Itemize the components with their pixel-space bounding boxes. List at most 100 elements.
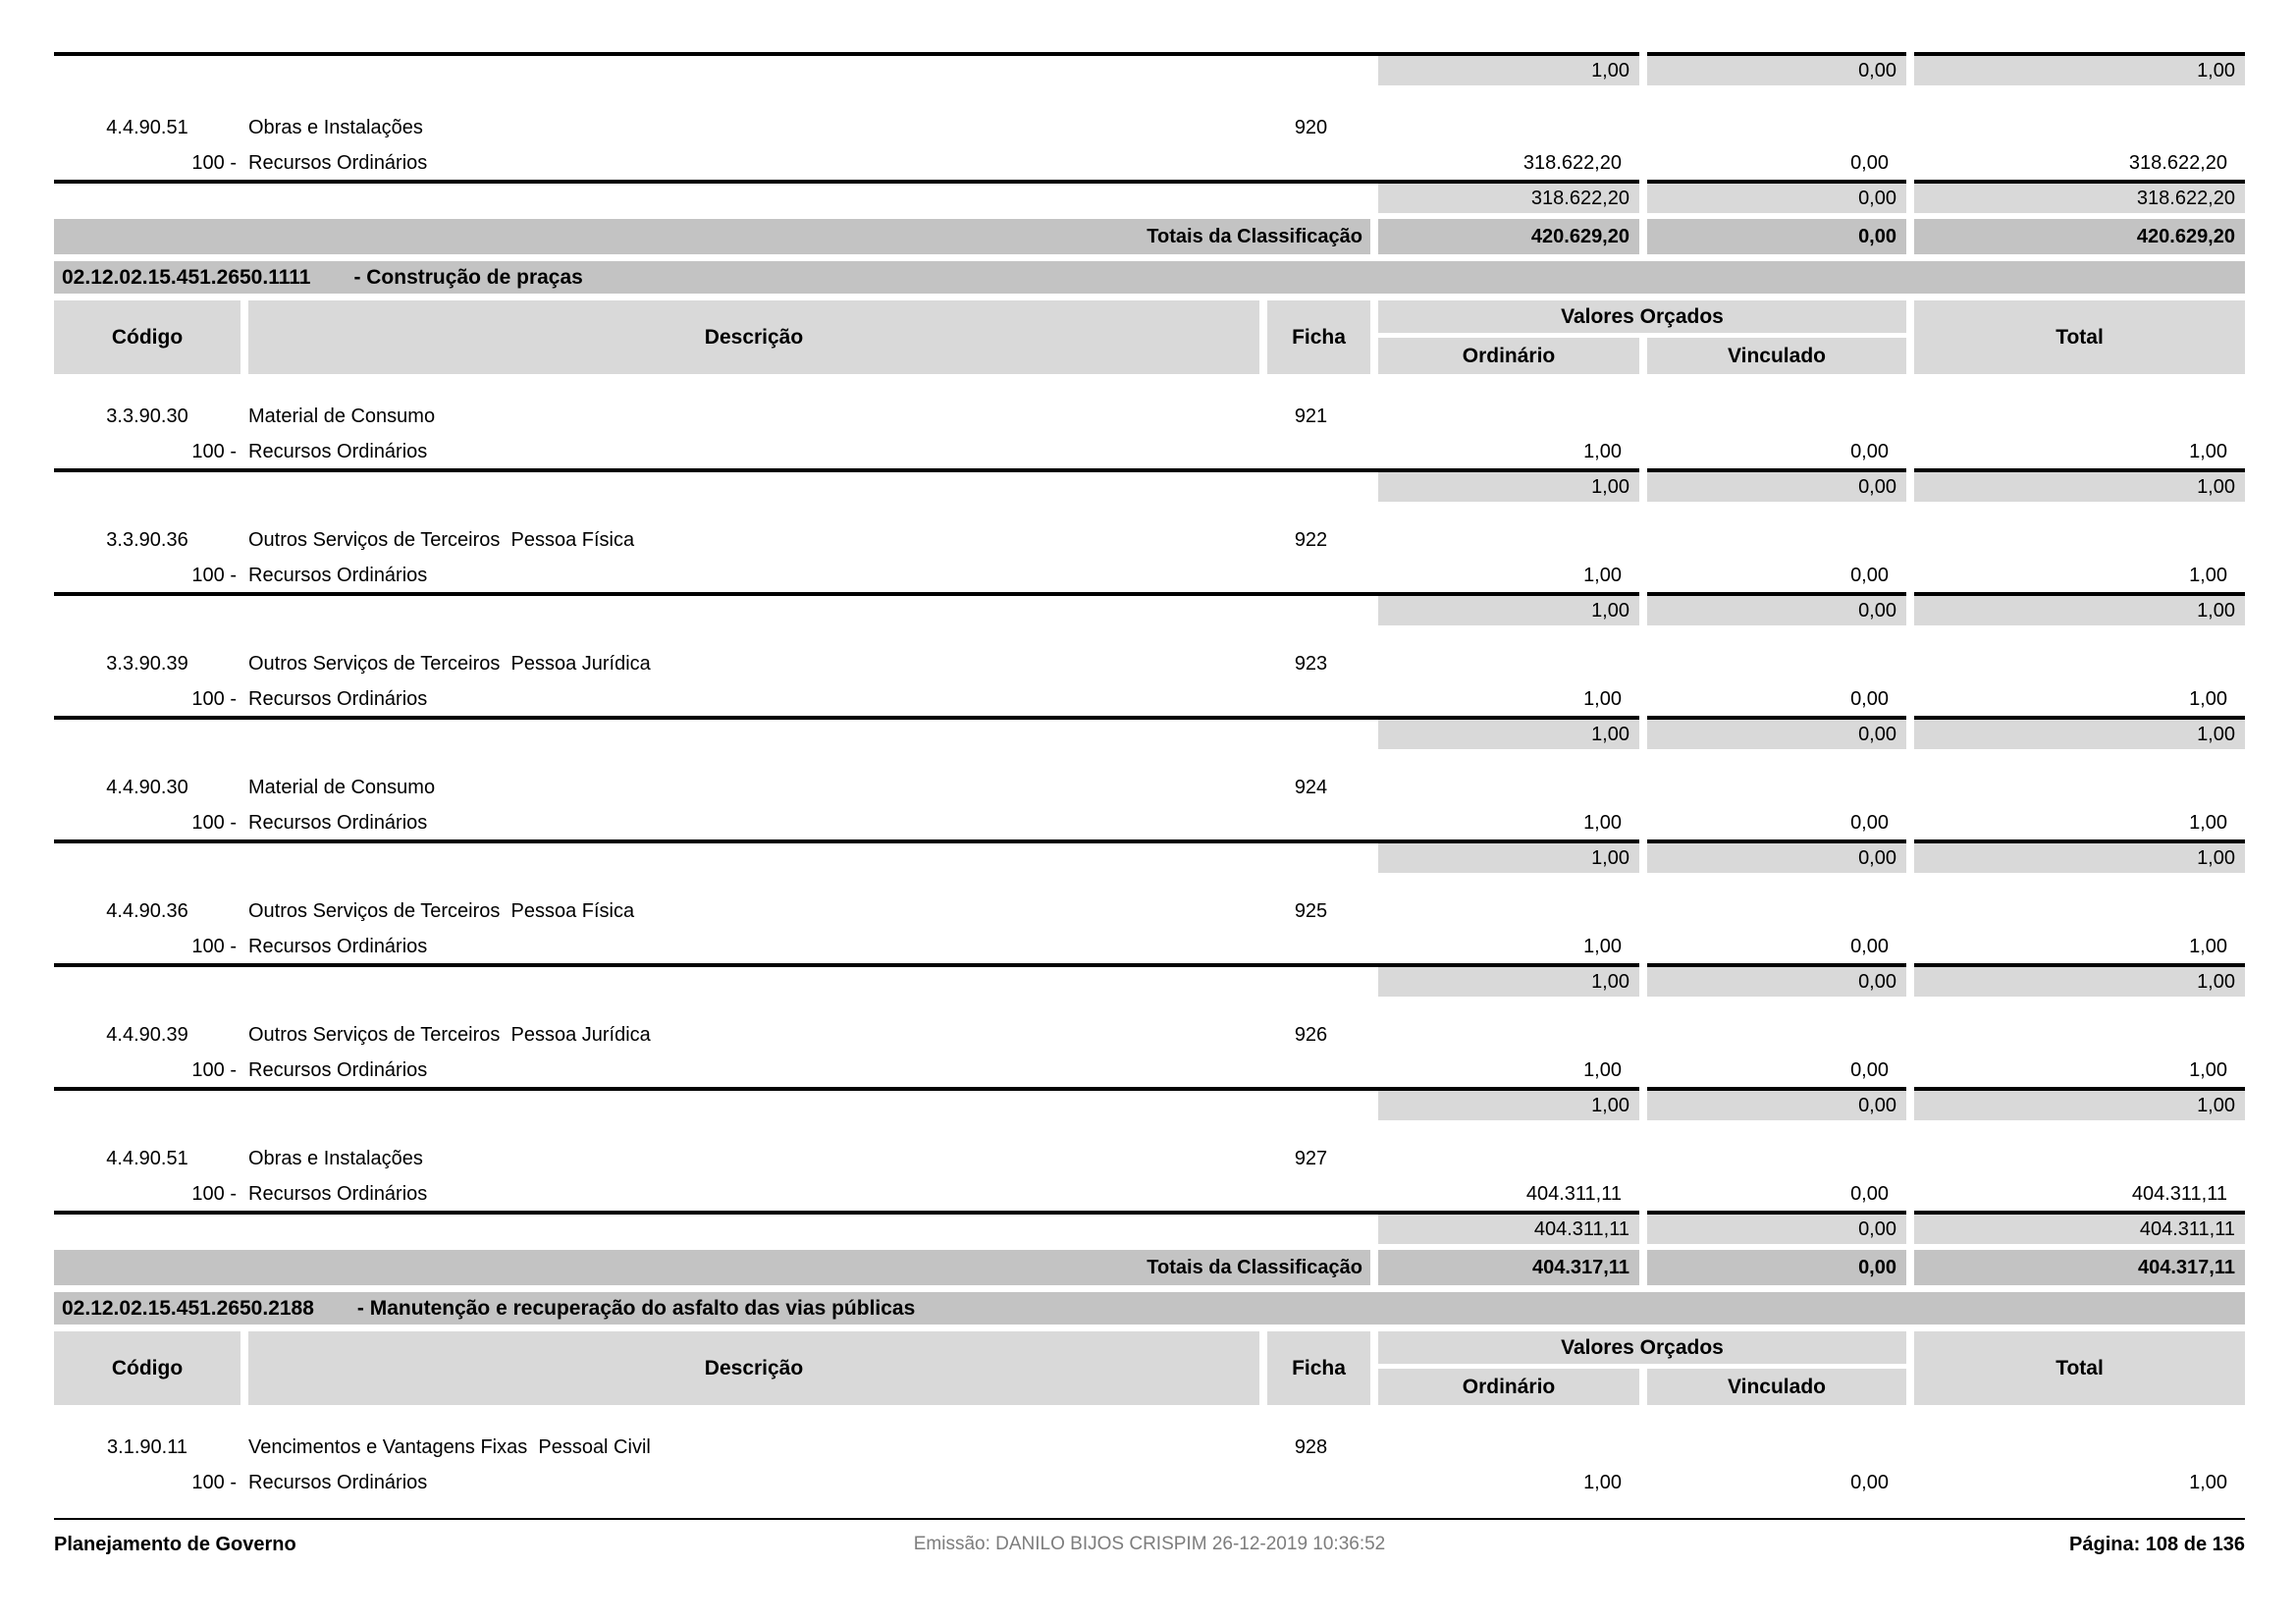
subtotal-vinculado: 0,00 bbox=[1647, 720, 1906, 749]
expense-code: 4.4.90.36 bbox=[106, 899, 188, 922]
section-header: 02.12.02.15.451.2650.1111 - Construção d… bbox=[54, 261, 2245, 294]
column-subheaders: Ordinário Vinculado bbox=[1378, 338, 1906, 374]
value-total: 1,00 bbox=[2189, 811, 2227, 834]
value-total: 1,00 bbox=[2189, 564, 2227, 586]
expense-description: Outros Serviços de Terceiros Pessoa Físi… bbox=[248, 899, 635, 922]
resource-code: 100 - bbox=[191, 935, 237, 957]
spacer bbox=[1370, 1091, 1378, 1120]
value-ordinario: 1,00 bbox=[1583, 811, 1622, 834]
expense-block: 4.4.90.51 Obras e Instalações 927 100 - … bbox=[54, 1140, 2245, 1244]
resource-code: 100 - bbox=[191, 1058, 237, 1081]
subtotal-vinculado: 0,00 bbox=[1647, 56, 1906, 85]
resource-row: 100 - Recursos Ordinários 1,00 0,00 1,00 bbox=[54, 806, 2245, 839]
subtotal-total: 318.622,20 bbox=[1914, 184, 2245, 213]
ficha-number: 925 bbox=[1294, 899, 1328, 922]
value-ordinario: 318.622,20 bbox=[1522, 151, 1622, 174]
resource-name: Recursos Ordinários bbox=[248, 687, 428, 710]
classification-totals-label: Totais da Classificação bbox=[54, 1250, 1370, 1285]
value-total: 1,00 bbox=[2189, 440, 2227, 462]
ficha-number: 924 bbox=[1294, 776, 1328, 798]
spacer bbox=[1906, 1091, 1914, 1120]
line-segment bbox=[54, 592, 1639, 596]
spacer bbox=[1259, 300, 1267, 374]
subtotal-vinculado: 0,00 bbox=[1647, 1091, 1906, 1120]
spacer bbox=[1370, 1250, 1378, 1285]
spacer bbox=[54, 1091, 1370, 1120]
spacer bbox=[1906, 472, 1914, 502]
totals-ordinario: 404.317,11 bbox=[1378, 1250, 1639, 1285]
subtotal-row: 1,00 0,00 1,00 bbox=[54, 472, 2245, 502]
column-header-valores-orcados: Valores Orçados bbox=[1378, 300, 1906, 333]
separator-line bbox=[54, 468, 2245, 472]
expense-block: 4.4.90.39 Outros Serviços de Terceiros P… bbox=[54, 1016, 2245, 1120]
spacer bbox=[1639, 1369, 1647, 1405]
spacer bbox=[1639, 338, 1647, 374]
spacer bbox=[54, 472, 1370, 502]
line-segment bbox=[1647, 180, 1906, 184]
expense-description: Outros Serviços de Terceiros Pessoa Jurí… bbox=[248, 1023, 651, 1046]
spacer bbox=[1906, 300, 1914, 374]
column-header-codigo: Código bbox=[54, 300, 240, 374]
resource-name: Recursos Ordinários bbox=[248, 935, 428, 957]
totals-vinculado: 0,00 bbox=[1647, 1250, 1906, 1285]
subtotal-ordinario: 318.622,20 bbox=[1378, 184, 1639, 213]
value-ordinario: 1,00 bbox=[1583, 687, 1622, 710]
spacer bbox=[1639, 843, 1647, 873]
spacer bbox=[1906, 720, 1914, 749]
column-header-ficha: Ficha bbox=[1267, 1331, 1370, 1405]
spacer bbox=[1906, 56, 1914, 85]
resource-code: 100 - bbox=[191, 1471, 237, 1493]
ficha-number: 926 bbox=[1294, 1023, 1328, 1046]
expense-code: 3.3.90.36 bbox=[106, 528, 188, 551]
column-header-ficha: Ficha bbox=[1267, 300, 1370, 374]
subtotal-total: 404.311,11 bbox=[1914, 1215, 2245, 1244]
subtotal-ordinario: 1,00 bbox=[1378, 472, 1639, 502]
resource-row: 100 - Recursos Ordinários 1,00 0,00 1,00 bbox=[54, 435, 2245, 468]
spacer bbox=[1370, 1331, 1378, 1405]
spacer bbox=[54, 56, 1370, 85]
subtotal-row: 1,00 0,00 1,00 bbox=[54, 596, 2245, 625]
expense-code: 3.3.90.39 bbox=[106, 652, 188, 675]
expense-block: 3.3.90.30 Material de Consumo 921 100 - … bbox=[54, 398, 2245, 502]
spacer bbox=[1370, 967, 1378, 997]
subtotal-row: 404.311,11 0,00 404.311,11 bbox=[54, 1215, 2245, 1244]
expense-block: 4.4.90.36 Outros Serviços de Terceiros P… bbox=[54, 893, 2245, 997]
resource-name: Recursos Ordinários bbox=[248, 1058, 428, 1081]
value-ordinario: 1,00 bbox=[1583, 1471, 1622, 1493]
line-segment bbox=[1647, 592, 1906, 596]
value-ordinario: 1,00 bbox=[1583, 935, 1622, 957]
line-segment bbox=[1914, 180, 2245, 184]
expense-header-row: 4.4.90.51 Obras e Instalações 927 bbox=[54, 1140, 2245, 1177]
footer-page-number: Página: 108 de 136 bbox=[2069, 1534, 2245, 1555]
expense-description: Outros Serviços de Terceiros Pessoa Jurí… bbox=[248, 652, 651, 675]
line-segment bbox=[1647, 716, 1906, 720]
separator-line bbox=[54, 1087, 2245, 1091]
expense-code: 3.1.90.11 bbox=[107, 1435, 187, 1458]
line-segment bbox=[54, 180, 1639, 184]
subtotal-total: 1,00 bbox=[1914, 472, 2245, 502]
ficha-number: 921 bbox=[1294, 405, 1328, 427]
line-segment bbox=[1914, 839, 2245, 843]
subtotal-row: 1,00 0,00 1,00 bbox=[54, 720, 2245, 749]
expense-header-row: 4.4.90.36 Outros Serviços de Terceiros P… bbox=[54, 893, 2245, 930]
value-vinculado: 0,00 bbox=[1850, 935, 1889, 957]
page-footer: Planejamento de Governo Emissão: DANILO … bbox=[54, 1518, 2245, 1556]
separator-line bbox=[54, 592, 2245, 596]
subtotal-ordinario: 1,00 bbox=[1378, 967, 1639, 997]
value-total: 1,00 bbox=[2189, 1058, 2227, 1081]
spacer bbox=[1639, 596, 1647, 625]
spacer bbox=[1906, 596, 1914, 625]
table-header: Código Descrição Ficha Valores Orçados O… bbox=[54, 300, 2245, 374]
spacer bbox=[1639, 1091, 1647, 1120]
value-total: 1,00 bbox=[2189, 1471, 2227, 1493]
spacer bbox=[54, 184, 1370, 213]
spacer bbox=[1906, 843, 1914, 873]
line-segment bbox=[1914, 52, 2245, 56]
spacer bbox=[1639, 720, 1647, 749]
expense-header-row: 3.3.90.39 Outros Serviços de Terceiros P… bbox=[54, 645, 2245, 682]
column-header-codigo: Código bbox=[54, 1331, 240, 1405]
ficha-number: 927 bbox=[1294, 1147, 1328, 1169]
line-segment bbox=[1914, 963, 2245, 967]
value-vinculado: 0,00 bbox=[1850, 1058, 1889, 1081]
expense-description: Outros Serviços de Terceiros Pessoa Físi… bbox=[248, 528, 635, 551]
